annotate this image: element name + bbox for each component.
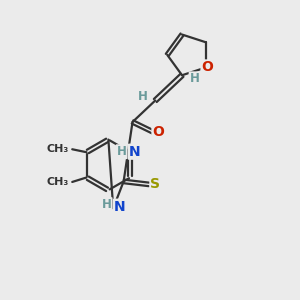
Text: S: S: [150, 177, 161, 191]
Text: H: H: [138, 90, 148, 104]
Text: CH₃: CH₃: [46, 144, 69, 154]
Text: O: O: [202, 61, 213, 74]
Text: O: O: [152, 125, 164, 140]
Text: CH₃: CH₃: [46, 177, 69, 187]
Text: N: N: [129, 145, 140, 159]
Text: H: H: [190, 72, 200, 85]
Text: H: H: [117, 145, 127, 158]
Text: N: N: [114, 200, 126, 214]
Text: H: H: [102, 198, 112, 211]
